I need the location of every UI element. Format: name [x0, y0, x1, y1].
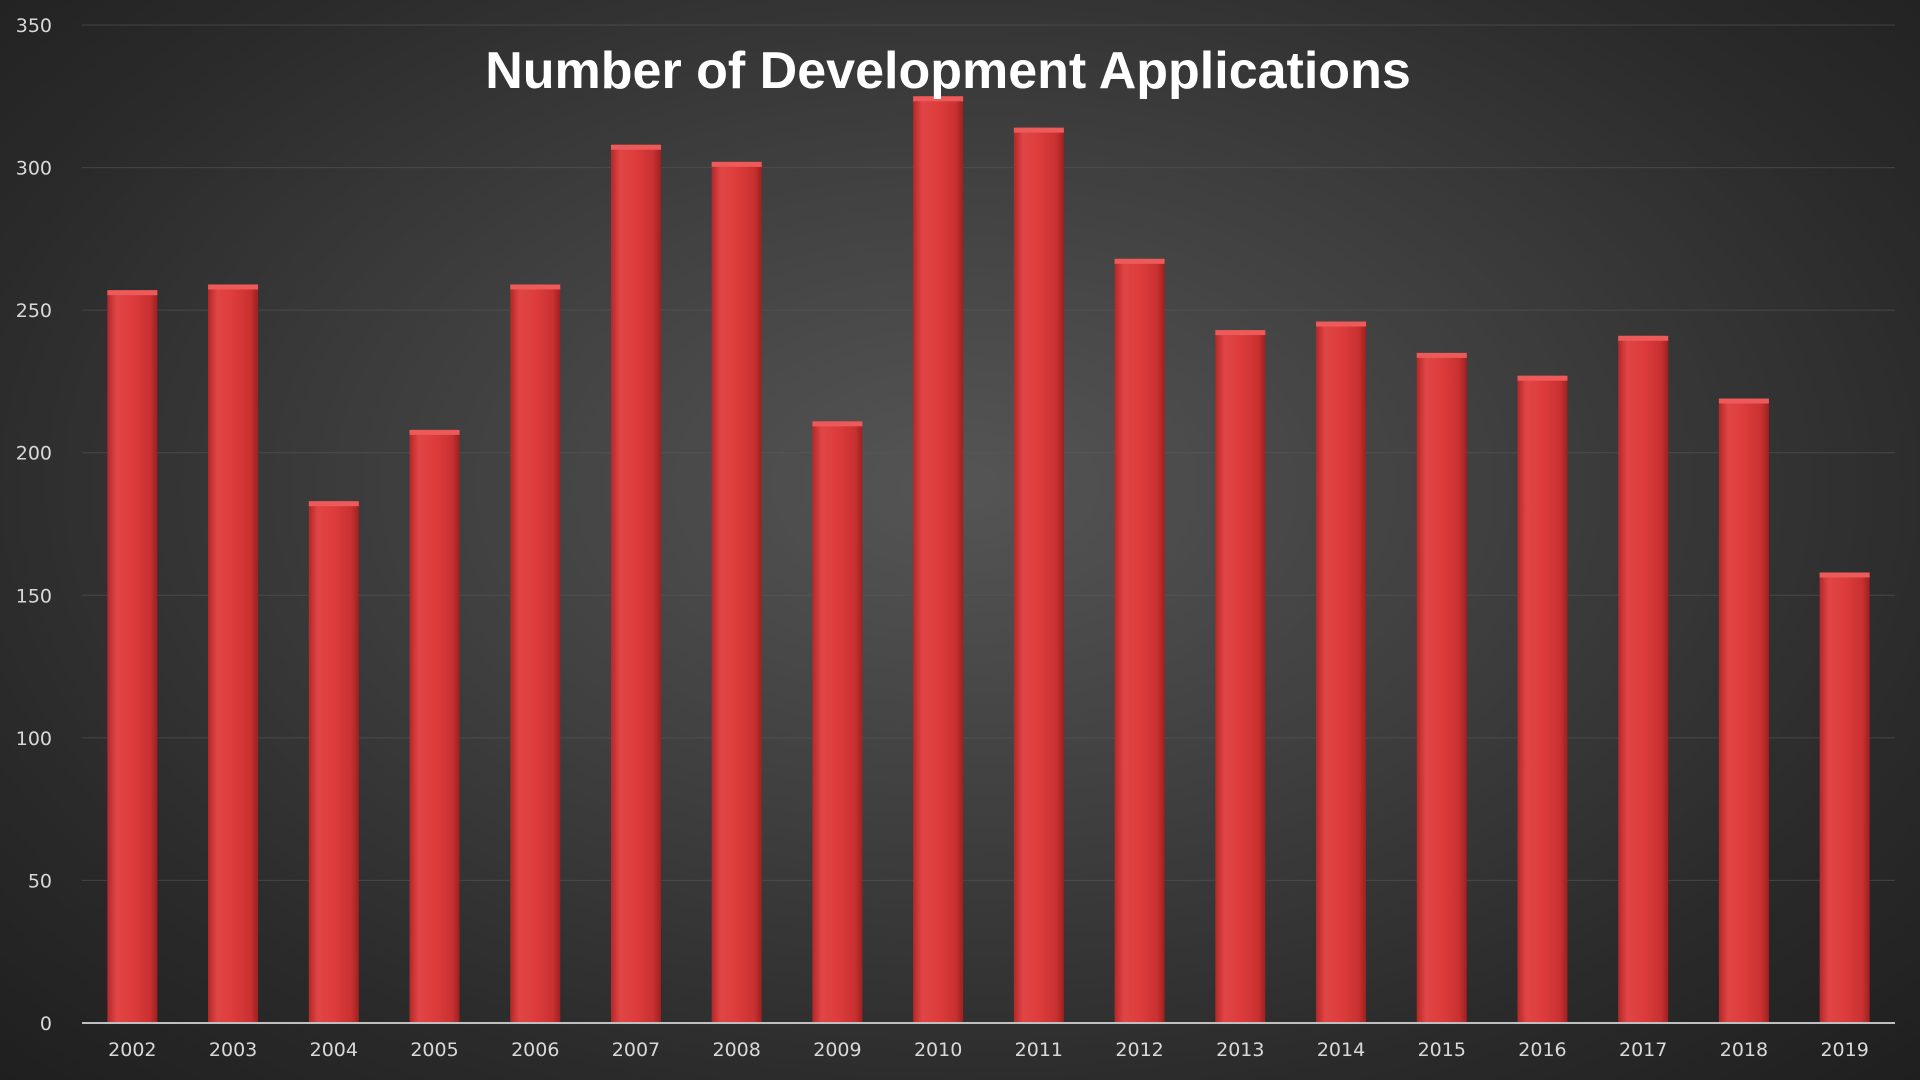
x-tick-label: 2019: [1820, 1039, 1868, 1061]
bar-cap: [308, 501, 359, 507]
y-tick-label: 0: [40, 1013, 52, 1035]
bar-body: [1819, 572, 1870, 1023]
bar-cap: [208, 284, 259, 290]
x-tick-label: 2010: [914, 1039, 962, 1061]
bar-2002: [107, 290, 158, 1023]
bar-cap: [409, 429, 460, 435]
bar-2009: [812, 421, 863, 1023]
bar-2017: [1618, 335, 1669, 1023]
bar-cap: [1013, 127, 1064, 133]
bar-2007: [610, 144, 661, 1023]
x-axis-ticks: 2002 2003 2004 2005 2006 2007 2008 2009 2010 2011…: [108, 1039, 1869, 1061]
x-tick-label: 2005: [410, 1039, 458, 1061]
x-tick-label: 2014: [1317, 1039, 1365, 1061]
x-tick-label: 2008: [713, 1039, 761, 1061]
bar-cap: [1517, 375, 1568, 381]
bar-body: [107, 290, 158, 1023]
bar-cap: [711, 161, 762, 167]
y-axis-ticks: 0 50 100 150 200 250 300 350: [16, 15, 52, 1035]
x-tick-label: 2017: [1619, 1039, 1667, 1061]
bar-2016: [1517, 375, 1568, 1023]
bar-cap: [1718, 398, 1769, 404]
bar-2013: [1215, 330, 1266, 1023]
bar-body: [1416, 352, 1467, 1023]
bar-body: [913, 96, 964, 1024]
bar-body: [208, 284, 259, 1024]
bar-cap: [1114, 258, 1165, 264]
bar-2008: [711, 161, 762, 1023]
bar-cap: [1618, 335, 1669, 341]
x-tick-label: 2012: [1115, 1039, 1163, 1061]
bar-body: [1013, 127, 1064, 1023]
y-tick-label: 150: [16, 585, 52, 607]
bar-2015: [1416, 352, 1467, 1023]
bar-cap: [913, 96, 964, 102]
bar-2011: [1013, 127, 1064, 1023]
bar-body: [308, 501, 359, 1023]
bar-body: [1718, 398, 1769, 1024]
x-tick-label: 2016: [1518, 1039, 1566, 1061]
x-tick-label: 2011: [1015, 1039, 1063, 1061]
bar-body: [1114, 258, 1165, 1023]
bar-body: [1517, 375, 1568, 1023]
x-tick-label: 2018: [1720, 1039, 1768, 1061]
bar-cap: [510, 284, 561, 290]
bar-2004: [308, 501, 359, 1023]
x-tick-label: 2013: [1216, 1039, 1264, 1061]
x-tick-label: 2009: [813, 1039, 861, 1061]
y-tick-label: 300: [16, 158, 52, 180]
bar-body: [1618, 335, 1669, 1023]
bar-2014: [1316, 321, 1367, 1023]
bar-cap: [1316, 321, 1367, 327]
bar-2010: [913, 96, 964, 1024]
bar-body: [510, 284, 561, 1024]
bar-cap: [1416, 352, 1467, 358]
gridlines: [82, 24, 1895, 881]
bar-body: [812, 421, 863, 1023]
bar-2003: [208, 284, 259, 1024]
x-tick-label: 2015: [1418, 1039, 1466, 1061]
bar-2006: [510, 284, 561, 1024]
y-tick-label: 250: [16, 300, 52, 322]
bar-2018: [1718, 398, 1769, 1024]
bar-cap: [1819, 572, 1870, 578]
y-tick-label: 100: [16, 728, 52, 750]
bar-2012: [1114, 258, 1165, 1023]
x-tick-label: 2004: [310, 1039, 358, 1061]
x-tick-label: 2006: [511, 1039, 559, 1061]
bars: [107, 96, 1870, 1024]
bar-2019: [1819, 572, 1870, 1023]
x-tick-label: 2002: [108, 1039, 156, 1061]
y-tick-label: 50: [28, 870, 52, 892]
y-tick-label: 200: [16, 443, 52, 465]
bar-cap: [107, 290, 158, 296]
chart-title: Number of Development Applications: [485, 42, 1411, 100]
bar-cap: [812, 421, 863, 427]
bar-cap: [1215, 330, 1266, 336]
bar-cap: [610, 144, 661, 150]
bar-body: [409, 429, 460, 1024]
bar-body: [1215, 330, 1266, 1023]
x-tick-label: 2003: [209, 1039, 257, 1061]
bar-body: [711, 161, 762, 1023]
bar-2005: [409, 429, 460, 1024]
bar-body: [610, 144, 661, 1023]
y-tick-label: 350: [16, 15, 52, 37]
bar-body: [1316, 321, 1367, 1023]
x-tick-label: 2007: [612, 1039, 660, 1061]
